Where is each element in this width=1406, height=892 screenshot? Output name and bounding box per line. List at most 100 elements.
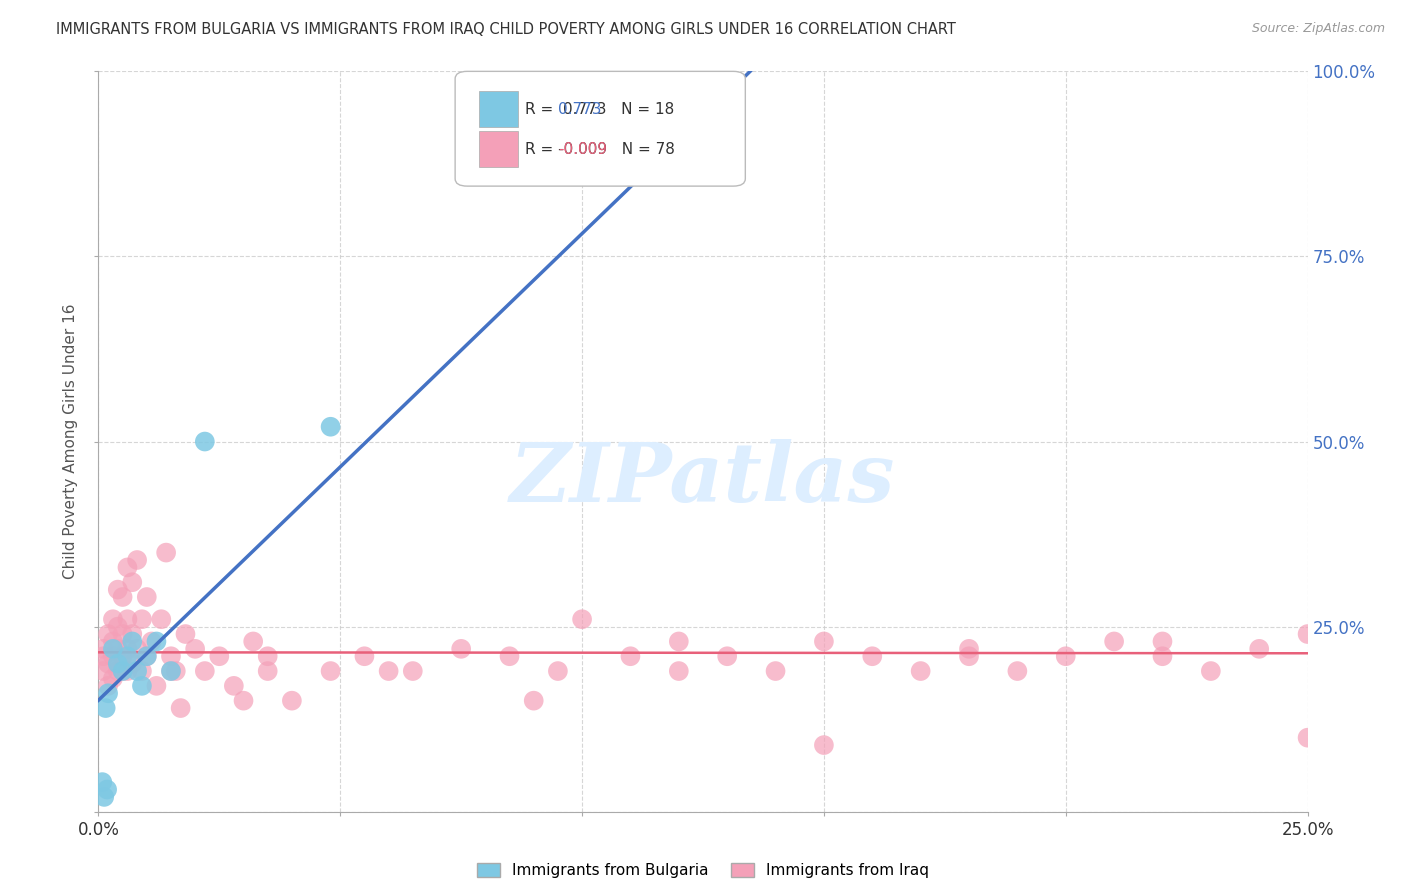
Point: [1007, 664, 1029, 678]
Point: [165, 664, 187, 678]
Point: [91, 641, 114, 656]
Point: [127, 553, 149, 567]
Point: [1152, 649, 1174, 664]
Point: [111, 664, 134, 678]
Point: [1102, 634, 1125, 648]
Point: [107, 582, 129, 597]
Point: [135, 590, 157, 604]
Point: [169, 701, 191, 715]
Point: [716, 649, 738, 664]
Point: [571, 612, 593, 626]
Point: [91, 775, 114, 789]
Point: [1296, 627, 1319, 641]
Point: [256, 649, 278, 664]
Point: [145, 679, 167, 693]
Point: [242, 634, 264, 648]
Point: [155, 546, 177, 560]
Point: [97, 657, 120, 671]
Point: [107, 657, 129, 671]
Point: [256, 664, 278, 678]
Text: ZIPatlas: ZIPatlas: [510, 439, 896, 518]
Point: [1296, 731, 1319, 745]
Point: [160, 664, 183, 678]
Point: [141, 634, 163, 648]
Legend: Immigrants from Bulgaria, Immigrants from Iraq: Immigrants from Bulgaria, Immigrants fro…: [471, 857, 935, 884]
Point: [194, 664, 217, 678]
Point: [450, 641, 472, 656]
Point: [101, 641, 124, 656]
Point: [1249, 641, 1271, 656]
Point: [97, 627, 120, 641]
Point: [208, 649, 231, 664]
Point: [353, 649, 375, 664]
Point: [1199, 664, 1222, 678]
Point: [910, 664, 932, 678]
Point: [127, 641, 149, 656]
Point: [101, 672, 124, 686]
Point: [101, 649, 124, 664]
Point: [232, 694, 254, 708]
Point: [107, 641, 129, 656]
Point: [619, 649, 641, 664]
Point: [523, 694, 546, 708]
Point: [160, 664, 183, 678]
Point: [111, 649, 134, 664]
Point: [121, 657, 143, 671]
Point: [111, 627, 134, 641]
Point: [377, 664, 399, 678]
Text: R = -0.009   N = 78: R = -0.009 N = 78: [526, 142, 675, 157]
Point: [135, 649, 157, 664]
Point: [131, 679, 153, 693]
Point: [860, 649, 883, 664]
Point: [91, 664, 114, 678]
Point: [813, 634, 835, 648]
Point: [117, 641, 139, 656]
Point: [957, 649, 980, 664]
Point: [145, 634, 167, 648]
Point: [160, 649, 183, 664]
Point: [101, 634, 124, 648]
Point: [107, 664, 129, 678]
Point: [813, 738, 835, 752]
Point: [131, 612, 153, 626]
Point: [498, 649, 520, 664]
Point: [121, 627, 143, 641]
Point: [93, 789, 115, 804]
Point: [121, 634, 143, 648]
Point: [319, 419, 342, 434]
Text: Source: ZipAtlas.com: Source: ZipAtlas.com: [1251, 22, 1385, 36]
Point: [402, 664, 425, 678]
Text: IMMIGRANTS FROM BULGARIA VS IMMIGRANTS FROM IRAQ CHILD POVERTY AMONG GIRLS UNDER: IMMIGRANTS FROM BULGARIA VS IMMIGRANTS F…: [56, 22, 956, 37]
Point: [117, 664, 139, 678]
Point: [127, 664, 149, 678]
Point: [96, 782, 118, 797]
Point: [668, 634, 690, 648]
Point: [174, 627, 197, 641]
Point: [107, 619, 129, 633]
Point: [117, 612, 139, 626]
FancyBboxPatch shape: [479, 91, 517, 127]
Point: [121, 575, 143, 590]
Point: [91, 649, 114, 664]
Point: [150, 612, 173, 626]
Point: [94, 701, 117, 715]
Point: [97, 679, 120, 693]
Point: [131, 664, 153, 678]
Point: [281, 694, 304, 708]
FancyBboxPatch shape: [479, 130, 517, 167]
FancyBboxPatch shape: [456, 71, 745, 186]
Point: [1054, 649, 1077, 664]
Point: [668, 664, 690, 678]
Point: [547, 664, 569, 678]
Y-axis label: Child Poverty Among Girls Under 16: Child Poverty Among Girls Under 16: [63, 304, 79, 579]
Point: [184, 641, 207, 656]
Point: [111, 664, 134, 678]
Point: [101, 612, 124, 626]
Point: [194, 434, 217, 449]
Point: [1152, 634, 1174, 648]
Point: [319, 664, 342, 678]
Point: [117, 649, 139, 664]
Point: [117, 560, 139, 574]
Point: [644, 87, 666, 101]
Text: -0.009: -0.009: [558, 142, 607, 157]
